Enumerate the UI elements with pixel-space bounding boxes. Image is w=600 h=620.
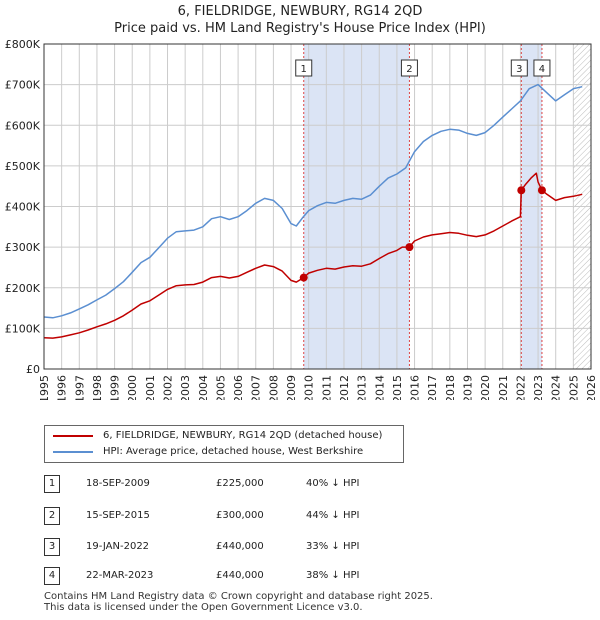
footer-line-1: Contains HM Land Registry data © Crown c…	[44, 591, 433, 602]
sale-number-label: 3	[516, 64, 522, 75]
x-tick-label: 2012	[338, 375, 351, 400]
sale-number-box	[510, 59, 528, 77]
sale-date: 19-JAN-2022	[86, 541, 150, 552]
x-tick-label: 1998	[91, 375, 104, 400]
sale-point	[517, 186, 526, 195]
x-tick-label: 2021	[497, 375, 510, 400]
sale-number-badge: 1	[44, 475, 60, 493]
legend-label-hpi: HPI: Average price, detached house, West…	[103, 446, 364, 457]
x-tick-label: 2023	[532, 375, 545, 400]
x-tick-label: 2018	[444, 375, 457, 400]
legend: 6, FIELDRIDGE, NEWBURY, RG14 2QD (detach…	[44, 425, 404, 463]
sale-hpi-diff: 33% ↓ HPI	[306, 541, 360, 552]
x-tick-label: 2017	[426, 375, 439, 400]
y-tick-label: £100K	[5, 322, 41, 335]
x-tick-label: 2025	[567, 375, 580, 400]
x-tick-label: 1997	[73, 375, 86, 400]
chart-subtitle: Price paid vs. HM Land Registry's House …	[114, 21, 486, 36]
sale-point	[299, 273, 308, 282]
y-tick-label: £300K	[5, 241, 41, 254]
table-row: 4 22-MAR-2023 £440,000 38% ↓ HPI	[44, 567, 564, 587]
table-row: 3 19-JAN-2022 £440,000 33% ↓ HPI	[44, 538, 564, 558]
x-tick-label: 2000	[126, 375, 139, 400]
sale-number-badge: 2	[44, 507, 60, 525]
price-chart: £0 £100K £200K £300K £400K £500K £600K £700K £80…	[5, 38, 598, 400]
sale-number-box	[400, 59, 418, 77]
x-tick-label: 2019	[461, 375, 474, 400]
x-tick-label: 1999	[109, 375, 122, 400]
sale-price: £225,000	[216, 478, 264, 489]
sale-date: 18-SEP-2009	[86, 478, 150, 489]
price-paid-line	[43, 172, 583, 339]
y-tick-label: £700K	[5, 79, 41, 92]
chart-title: 6, FIELDRIDGE, NEWBURY, RG14 2QD	[177, 4, 423, 19]
x-tick-label: 2024	[550, 375, 563, 400]
footer-line-2: This data is licensed under the Open Gov…	[44, 602, 363, 613]
x-tick-label: 1995	[38, 375, 51, 400]
sale-point	[405, 243, 414, 252]
sale-date: 15-SEP-2015	[86, 510, 150, 521]
sale-number-label: 1	[301, 64, 307, 75]
sale-price: £300,000	[216, 510, 264, 521]
sale-number-label: 4	[539, 64, 545, 75]
x-tick-label: 2008	[267, 375, 280, 400]
table-row: 2 15-SEP-2015 £300,000 44% ↓ HPI	[44, 507, 564, 527]
footer-attribution: Contains HM Land Registry data © Crown c…	[44, 591, 433, 613]
legend-label-property: 6, FIELDRIDGE, NEWBURY, RG14 2QD (detach…	[103, 430, 383, 441]
sale-hpi-diff: 38% ↓ HPI	[306, 570, 360, 581]
x-tick-label: 2004	[197, 375, 210, 400]
sale-hpi-diff: 44% ↓ HPI	[306, 510, 360, 521]
sale-number-badge: 3	[44, 538, 60, 556]
x-tick-label: 2022	[514, 375, 527, 400]
legend-swatch-hpi	[53, 451, 93, 453]
sale-point	[537, 186, 546, 195]
x-tick-label: 2005	[214, 375, 227, 400]
x-tick-label: 1996	[56, 375, 69, 400]
x-tick-label: 2026	[585, 375, 598, 400]
plot-border	[43, 43, 592, 370]
x-tick-label: 2020	[479, 375, 492, 400]
sale-number-label: 2	[406, 64, 412, 75]
sale-price: £440,000	[216, 570, 264, 581]
x-tick-label: 2002	[162, 375, 175, 400]
x-tick-label: 2001	[144, 375, 157, 400]
x-tick-label: 2003	[179, 375, 192, 400]
y-tick-label: £600K	[5, 119, 41, 132]
sale-hpi-diff: 40% ↓ HPI	[306, 478, 360, 489]
y-tick-label: £400K	[5, 201, 41, 214]
legend-swatch-property	[53, 435, 93, 437]
sale-number-badge: 4	[44, 567, 60, 585]
x-tick-label: 2015	[391, 375, 404, 400]
y-tick-label: £800K	[5, 38, 41, 51]
sale-number-box	[295, 59, 313, 77]
table-row: 1 18-SEP-2009 £225,000 40% ↓ HPI	[44, 475, 564, 495]
y-tick-label: £500K	[5, 160, 41, 173]
x-tick-label: 2006	[232, 375, 245, 400]
x-tick-label: 2011	[320, 375, 333, 400]
sale-number-box	[533, 59, 551, 77]
x-tick-label: 2009	[285, 375, 298, 400]
x-tick-label: 2016	[409, 375, 422, 400]
x-tick-label: 2014	[373, 375, 386, 400]
x-tick-label: 2007	[250, 375, 263, 400]
y-tick-label: £0	[26, 363, 40, 376]
x-tick-label: 2013	[356, 375, 369, 400]
x-tick-label: 2010	[303, 375, 316, 400]
sale-price: £440,000	[216, 541, 264, 552]
hpi-line	[43, 83, 583, 319]
y-tick-label: £200K	[5, 282, 41, 295]
sale-date: 22-MAR-2023	[86, 570, 154, 581]
